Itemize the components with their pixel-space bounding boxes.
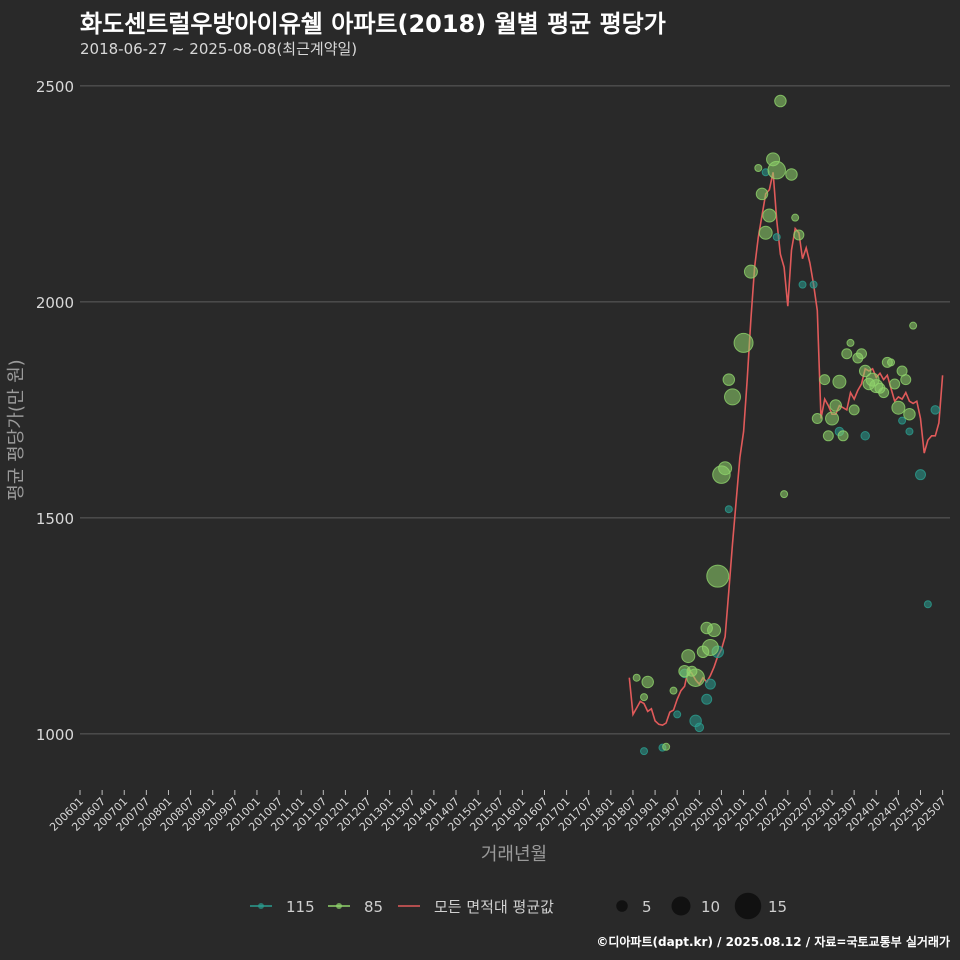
point-85 (687, 669, 705, 687)
point-85 (847, 339, 854, 346)
point-85 (833, 375, 846, 388)
point-115 (773, 234, 780, 241)
scatter-points-group (633, 95, 939, 754)
legend-size-label: 5 (642, 898, 652, 916)
point-115 (705, 679, 715, 689)
point-85 (642, 676, 654, 688)
point-85 (857, 349, 867, 359)
point-85 (708, 624, 721, 637)
point-85 (682, 650, 695, 663)
point-85 (792, 214, 799, 221)
point-85 (633, 674, 640, 681)
series-line-avg (629, 172, 942, 725)
point-85 (826, 412, 839, 425)
y-tick-label: 2000 (36, 294, 74, 312)
point-85 (820, 375, 830, 385)
point-85 (663, 743, 670, 750)
point-85 (794, 230, 804, 240)
point-115 (799, 281, 806, 288)
point-115 (641, 748, 648, 755)
point-85 (910, 322, 917, 329)
point-85 (744, 265, 757, 278)
legend-label-avg: 모든 면적대 평균값 (434, 898, 554, 916)
y-tick-label: 1500 (36, 510, 74, 528)
point-85 (763, 209, 776, 222)
source-credit: ©디아파트(dapt.kr) / 2025.08.12 / 자료=국토교통부 실… (596, 933, 950, 950)
point-115 (702, 694, 712, 704)
y-axis-label: 평균 평당가(만 원) (6, 359, 27, 500)
point-115 (674, 711, 681, 718)
point-85 (723, 374, 735, 386)
point-85 (849, 405, 859, 415)
point-85 (759, 226, 772, 239)
point-115 (695, 723, 704, 732)
point-115 (906, 428, 913, 435)
legend-label-115: 115 (286, 898, 315, 916)
point-115 (931, 406, 940, 415)
point-85 (904, 408, 916, 420)
point-85 (670, 687, 677, 694)
point-85 (892, 401, 905, 414)
legend-label-85: 85 (364, 898, 383, 916)
point-85 (781, 491, 788, 498)
point-85 (830, 400, 842, 412)
legend-dot-85 (336, 903, 342, 909)
y-tick-label: 1000 (36, 726, 74, 744)
point-85 (755, 164, 762, 171)
point-85 (838, 431, 848, 441)
point-85 (725, 389, 741, 405)
point-85 (890, 379, 900, 389)
point-85 (786, 169, 798, 181)
legend-size-dot (735, 893, 762, 920)
gridlines (80, 86, 950, 734)
point-85 (842, 349, 852, 359)
point-85 (641, 694, 648, 701)
legend-size-label: 15 (768, 898, 787, 916)
point-85 (707, 565, 729, 587)
x-axis-label: 거래년월 (481, 844, 547, 865)
point-85 (879, 388, 889, 398)
point-115 (725, 506, 732, 513)
point-85 (812, 414, 822, 424)
point-115 (810, 281, 817, 288)
legend: 115 85 모든 면적대 평균값 5 10 15 (250, 893, 787, 920)
point-115 (899, 417, 906, 424)
point-85 (775, 95, 787, 107)
point-85 (719, 462, 732, 475)
legend-size-label: 10 (701, 898, 720, 916)
point-85 (823, 431, 833, 441)
point-115 (861, 432, 870, 441)
point-85 (901, 375, 911, 385)
legend-size-dot (672, 897, 691, 916)
point-85 (756, 188, 768, 200)
point-85 (702, 639, 718, 655)
legend-size-dot (616, 900, 628, 912)
chart-area: 1000 1500 2000 2500 20060120060720070120070… (0, 0, 960, 960)
point-85 (768, 161, 786, 179)
point-115 (924, 601, 931, 608)
point-85 (888, 359, 895, 366)
legend-dot-115 (258, 903, 264, 909)
y-tick-labels: 1000 1500 2000 2500 (36, 78, 74, 744)
average-line-group (629, 172, 942, 725)
y-tick-label: 2500 (36, 78, 74, 96)
point-85 (734, 333, 753, 352)
x-ticks: 2006012006072007012007072008012008072009… (47, 790, 949, 834)
point-115 (916, 470, 926, 480)
